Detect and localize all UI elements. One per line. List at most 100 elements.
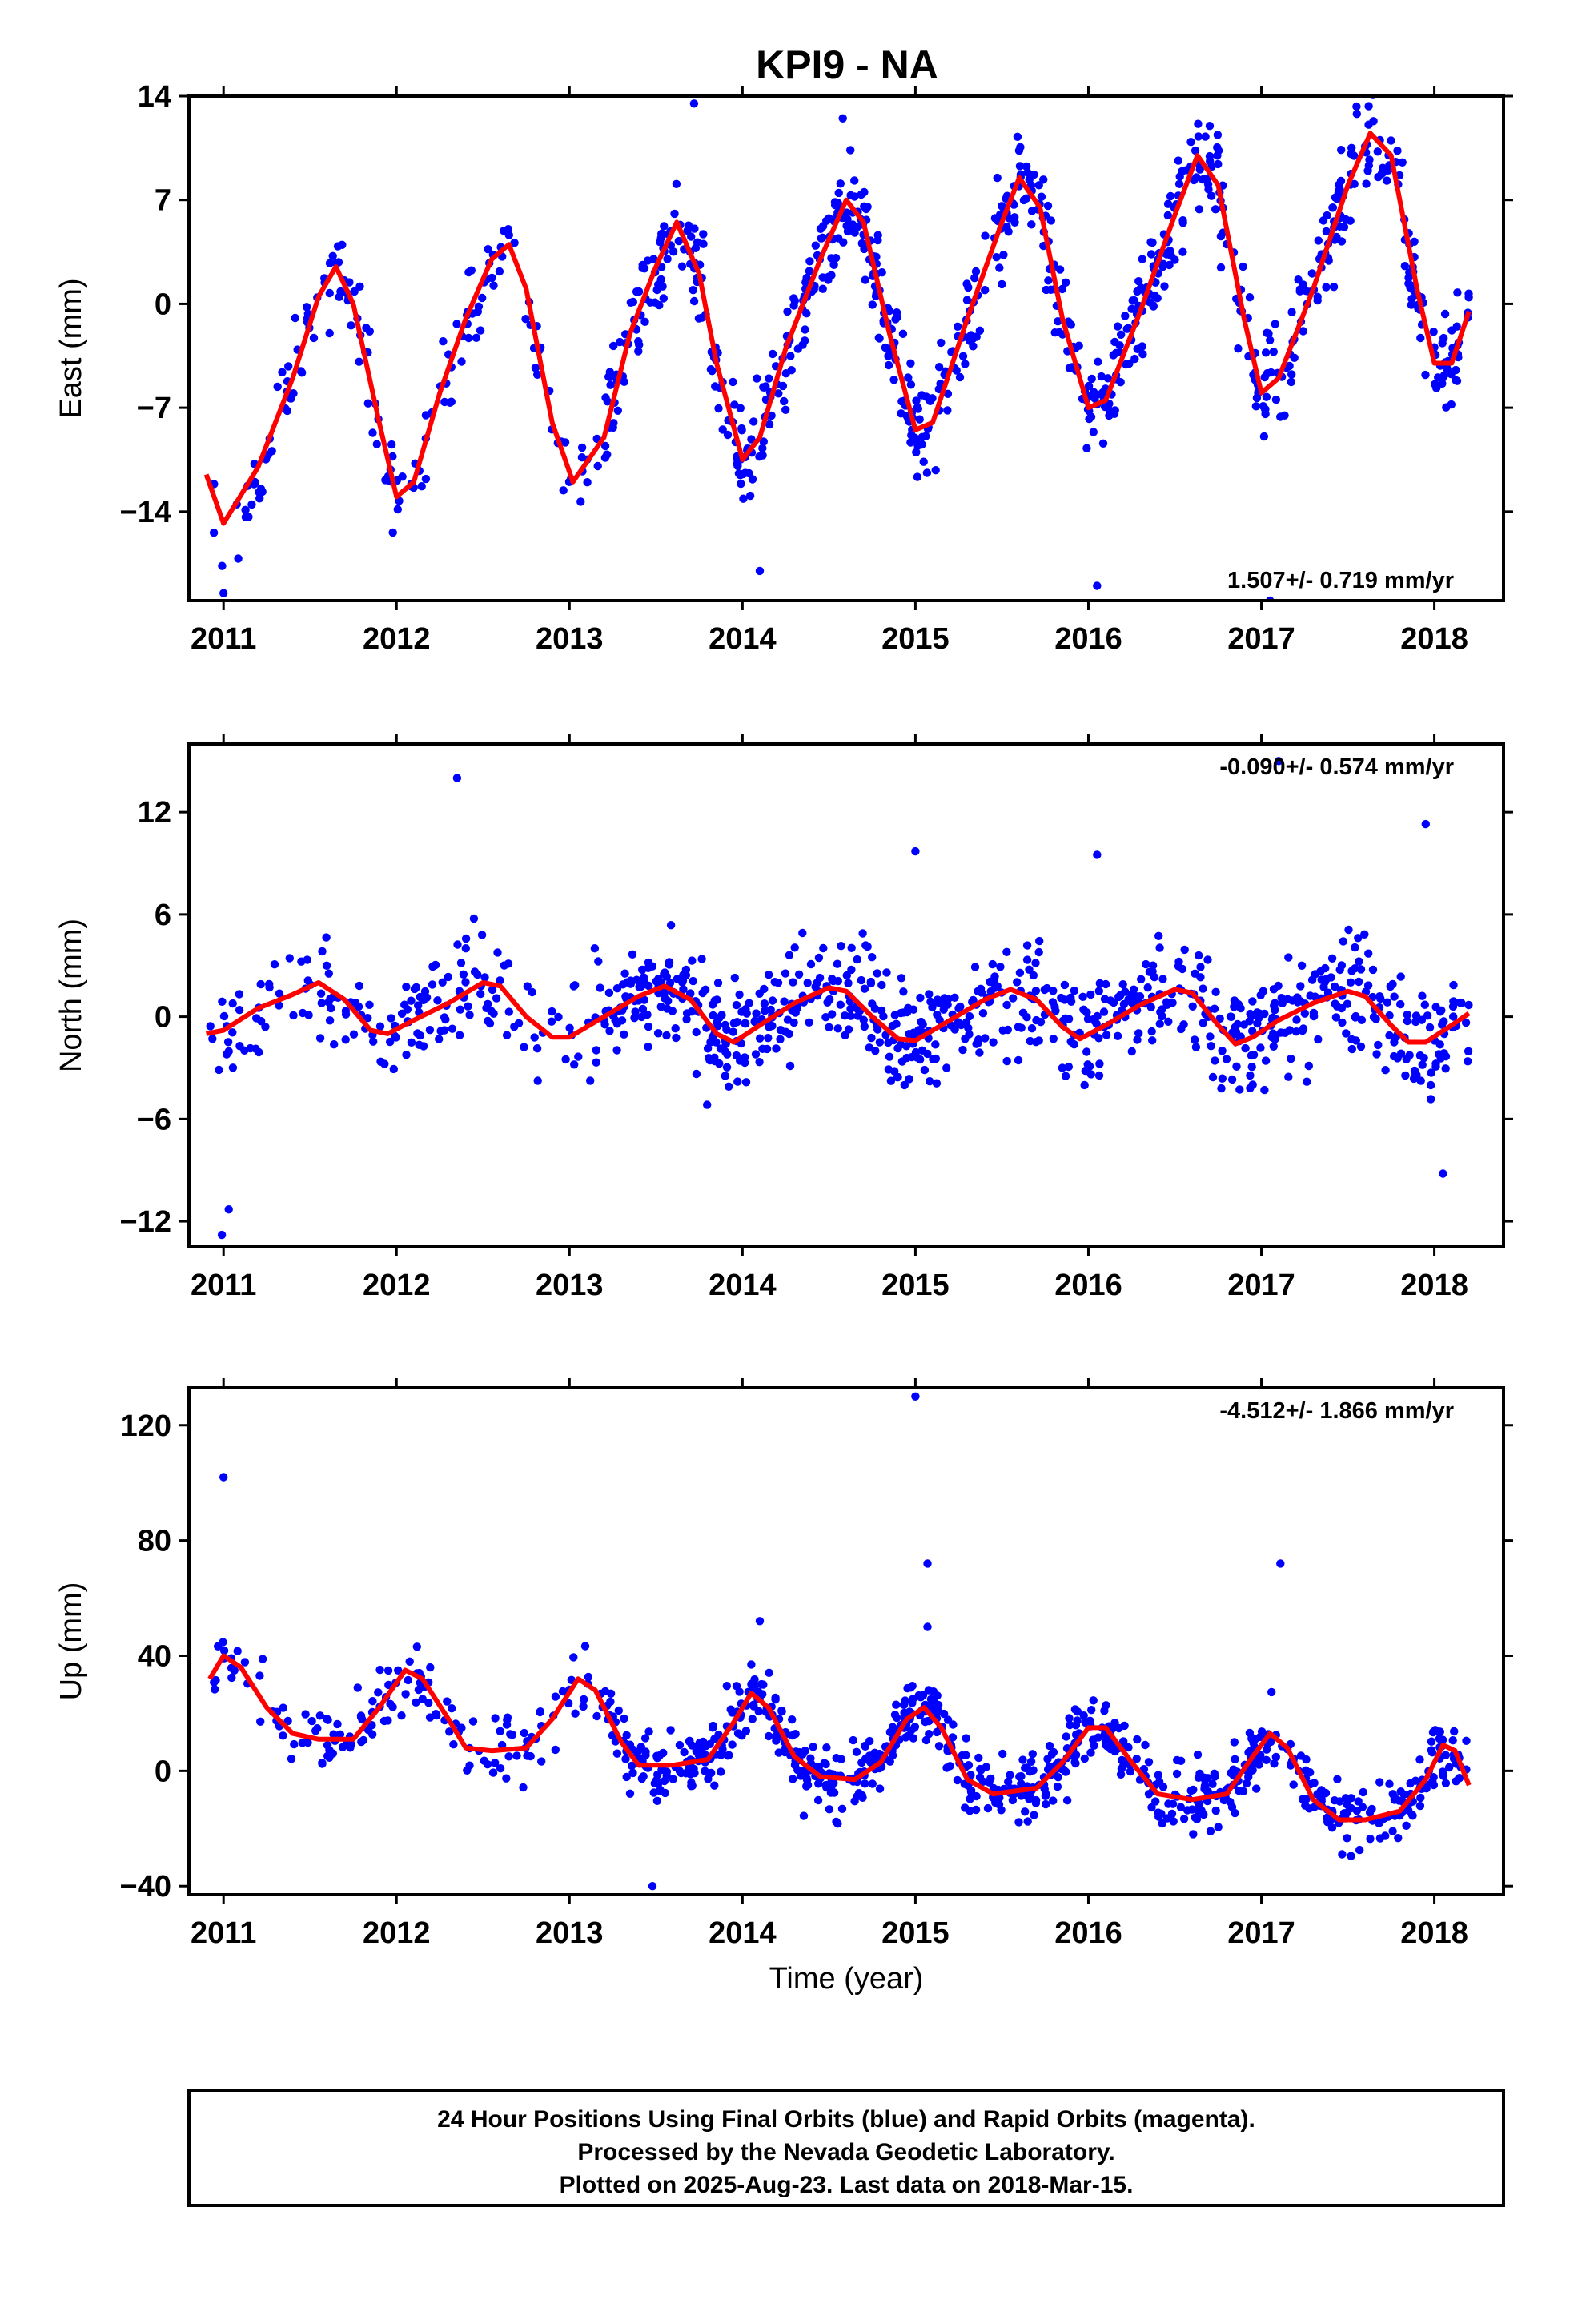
data-point — [1135, 992, 1145, 1001]
data-point — [391, 1033, 400, 1042]
data-point — [689, 296, 699, 306]
data-point — [998, 1026, 1007, 1035]
outlier-point — [838, 114, 847, 123]
data-point — [267, 447, 276, 456]
data-point — [1022, 955, 1032, 964]
data-point — [1127, 304, 1136, 313]
data-point — [755, 1058, 764, 1067]
data-point — [1229, 1765, 1238, 1774]
data-point — [1290, 353, 1299, 362]
data-point — [1260, 1085, 1269, 1095]
data-point — [677, 262, 687, 271]
data-point — [846, 1004, 855, 1014]
data-point — [921, 392, 931, 401]
data-point — [752, 1009, 761, 1018]
data-point — [325, 288, 334, 298]
data-point — [1453, 288, 1462, 297]
data-point — [672, 1033, 681, 1043]
data-point — [989, 1038, 998, 1047]
caption-line-3: Plotted on 2025-Aug-23. Last data on 201… — [560, 2172, 1134, 2198]
data-point — [943, 389, 953, 398]
data-point — [722, 1682, 731, 1691]
y-tick-label: 40 — [138, 1639, 171, 1673]
data-point — [512, 1751, 521, 1760]
data-point — [224, 1047, 233, 1056]
data-point — [1208, 1779, 1217, 1788]
data-point — [492, 994, 501, 1003]
data-point — [1189, 1830, 1198, 1839]
data-point — [847, 943, 856, 953]
data-point — [273, 382, 282, 392]
data-point — [673, 975, 682, 983]
data-point — [324, 969, 333, 978]
data-point — [1373, 147, 1383, 156]
data-point — [1079, 1005, 1088, 1015]
data-point — [688, 956, 697, 965]
data-point — [1116, 1770, 1126, 1779]
data-point — [235, 1006, 244, 1015]
data-point — [488, 1768, 498, 1777]
data-point — [374, 1688, 383, 1697]
data-point — [1245, 1768, 1254, 1778]
data-point — [1079, 1711, 1088, 1720]
data-point — [1364, 120, 1373, 129]
data-point — [570, 1060, 579, 1069]
data-point — [653, 1029, 663, 1038]
data-point — [1082, 444, 1091, 452]
data-point — [628, 1768, 637, 1778]
data-point — [533, 370, 542, 379]
data-point — [532, 1044, 542, 1053]
data-point — [1383, 176, 1391, 185]
data-point — [1341, 1794, 1351, 1803]
data-point — [766, 1005, 775, 1015]
data-point — [422, 993, 432, 1002]
data-point — [723, 1751, 733, 1760]
data-point — [1060, 980, 1070, 990]
data-point — [500, 227, 508, 235]
y-axis-label: Up (mm) — [54, 1582, 88, 1701]
data-point — [708, 1000, 717, 1009]
data-point — [735, 990, 744, 999]
data-point — [972, 1039, 981, 1048]
data-point — [476, 989, 485, 999]
data-point — [309, 333, 319, 343]
data-point — [1148, 1036, 1157, 1045]
data-point — [649, 1788, 658, 1797]
data-point — [919, 457, 928, 466]
data-point — [1261, 409, 1270, 419]
data-point — [418, 1695, 427, 1703]
data-point — [870, 1004, 880, 1013]
data-points — [209, 96, 1473, 601]
data-point — [955, 372, 965, 382]
data-point — [388, 528, 397, 537]
data-point — [504, 1752, 513, 1761]
data-point — [681, 1769, 690, 1778]
data-point — [235, 990, 243, 999]
data-point — [962, 1734, 970, 1743]
data-point — [1415, 1755, 1424, 1764]
data-point — [1022, 1013, 1031, 1022]
data-point — [1416, 1793, 1425, 1803]
data-point — [1070, 1758, 1079, 1767]
data-point — [1037, 192, 1046, 201]
data-point — [693, 238, 702, 247]
data-point — [1213, 143, 1222, 152]
data-point — [680, 1747, 689, 1757]
data-point — [1031, 1799, 1041, 1807]
data-point — [1314, 1035, 1323, 1044]
data-point — [890, 1067, 899, 1076]
data-point — [327, 1003, 335, 1013]
data-point — [1179, 1020, 1188, 1029]
data-point — [1314, 236, 1323, 245]
data-point — [709, 1011, 717, 1020]
outlier-point — [224, 1205, 233, 1214]
x-tick-label: 2012 — [363, 1269, 431, 1302]
data-point — [303, 303, 311, 312]
data-point — [412, 1642, 421, 1651]
data-point — [1452, 322, 1461, 331]
data-point — [986, 1774, 995, 1783]
data-point — [456, 959, 466, 967]
y-tick-label: 14 — [138, 80, 171, 114]
data-point — [688, 1781, 697, 1791]
data-point — [1017, 1791, 1026, 1800]
